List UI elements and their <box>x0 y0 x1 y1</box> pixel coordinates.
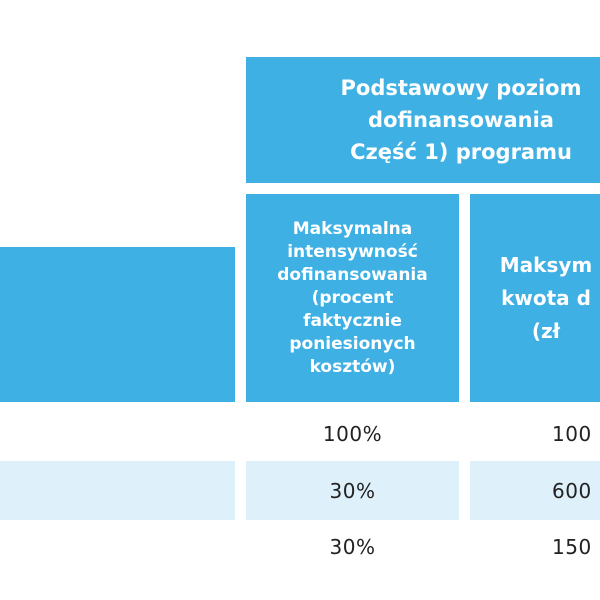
table-row-2-intensity: 30% <box>246 461 459 520</box>
row-label-header <box>0 247 235 402</box>
group-header-text: Podstawowy poziom dofinansowania Część 1… <box>340 76 582 164</box>
column-header-max-amount-text: Maksym kwota d (zł <box>499 252 593 343</box>
table-row-3-label <box>0 523 235 571</box>
group-header-basic-funding-level: Podstawowy poziom dofinansowania Część 1… <box>246 57 600 183</box>
column-header-max-intensity-text: Maksymalna intensywność dofinansowania (… <box>277 218 428 377</box>
table-row-2-label <box>0 461 235 520</box>
table-row-1-label <box>0 410 235 458</box>
table-row-2-amount: 600 <box>470 461 600 520</box>
column-header-max-amount: Maksym kwota d (zł <box>470 194 600 402</box>
table-row-1-intensity: 100% <box>322 422 383 446</box>
table-row-3-amount: 150 <box>552 535 592 559</box>
column-header-max-intensity: Maksymalna intensywność dofinansowania (… <box>246 194 459 402</box>
table-row-1-amount: 100 <box>552 422 592 446</box>
table-row-3-intensity: 30% <box>329 535 376 559</box>
